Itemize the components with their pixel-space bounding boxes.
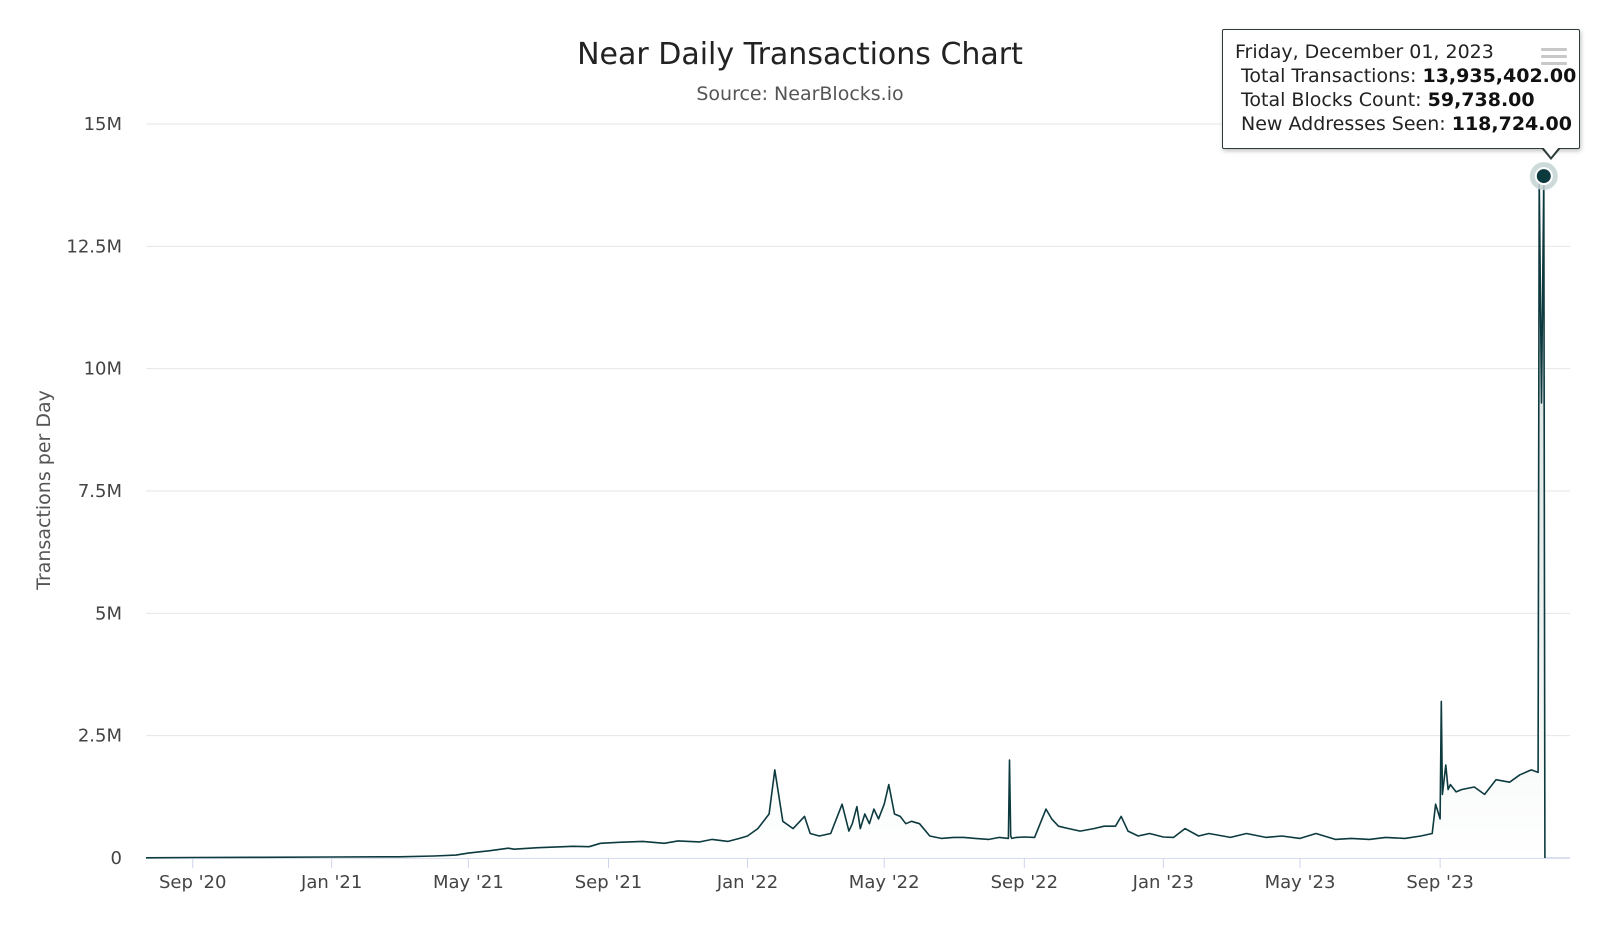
x-tick-label: May '22 — [849, 872, 920, 893]
x-tick-labels: Sep '20 Jan '21 May '21 Sep '21 Jan '22 May '… — [159, 858, 1474, 893]
y-tick-label: 15M — [84, 114, 122, 135]
x-tick-label: Sep '22 — [991, 872, 1059, 893]
y-axis-label: Transactions per Day — [33, 390, 55, 591]
x-tick-label: May '23 — [1265, 872, 1336, 893]
tooltip-row-total-blocks: Total Blocks Count: 59,738.00 — [1235, 88, 1567, 112]
y-tick-label: 10M — [84, 359, 122, 380]
x-tick-label: Jan '22 — [716, 872, 778, 893]
tooltip-value: 59,738.00 — [1427, 89, 1535, 111]
x-tick-label: Jan '23 — [1132, 872, 1194, 893]
x-tick-label: Sep '20 — [159, 872, 227, 893]
tooltip-label: New Addresses Seen: — [1241, 113, 1446, 135]
y-tick-label: 2.5M — [78, 726, 122, 747]
x-tick-label: Jan '21 — [300, 872, 362, 893]
y-tick-label: 0 — [111, 848, 122, 869]
y-tick-label: 7.5M — [78, 481, 122, 502]
tooltip-row-total-transactions: Total Transactions: 13,935,402.00 — [1235, 64, 1576, 88]
x-tick-label: Sep '23 — [1406, 872, 1474, 893]
x-tick-label: May '21 — [433, 872, 504, 893]
hamburger-menu-icon[interactable] — [1541, 48, 1567, 68]
chart-subtitle: Source: NearBlocks.io — [696, 83, 903, 105]
tooltip-value: 118,724.00 — [1451, 113, 1572, 135]
series-line — [145, 175, 1546, 859]
tooltip-label: Total Blocks Count: — [1241, 89, 1422, 111]
grid-layer — [146, 123, 1570, 859]
y-tick-labels: 0 2.5M 5M 7.5M 10M 12.5M 15M — [66, 114, 122, 869]
tooltip-date: Friday, December 01, 2023 — [1235, 41, 1494, 63]
highlight-point[interactable] — [1534, 167, 1553, 186]
chart-title: Near Daily Transactions Chart — [577, 37, 1023, 72]
y-tick-label: 5M — [95, 603, 122, 624]
tooltip-value: 13,935,402.00 — [1422, 65, 1577, 87]
tooltip: Friday, December 01, 2023 Total Transact… — [1222, 29, 1580, 149]
tooltip-row-new-addresses: New Addresses Seen: 118,724.00 — [1235, 112, 1572, 136]
series-area — [146, 176, 1545, 859]
tooltip-arrow-inner — [1543, 147, 1559, 157]
x-tick-label: Sep '21 — [575, 872, 643, 893]
y-tick-label: 12.5M — [66, 236, 122, 257]
highlight-marker-layer — [1529, 162, 1558, 191]
tooltip-label: Total Transactions: — [1241, 65, 1417, 87]
